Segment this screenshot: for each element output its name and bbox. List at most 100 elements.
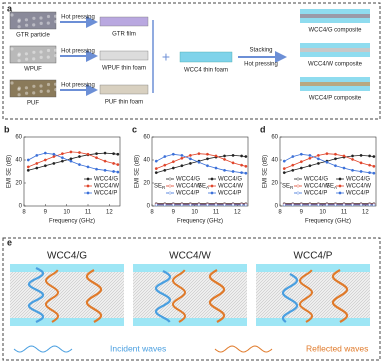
y-tick-label: 60	[143, 135, 150, 141]
data-point	[372, 155, 376, 158]
series-line	[28, 151, 119, 168]
series-line	[284, 153, 374, 174]
material-label: GTR particle	[16, 33, 50, 39]
raw-material	[9, 11, 57, 30]
texture-dot	[25, 57, 29, 61]
product-label: WPUF thin foam	[102, 66, 146, 72]
legend-label: WCC4/G	[346, 177, 370, 183]
legend-marker	[296, 191, 300, 195]
texture-dot	[17, 93, 21, 97]
data-point	[214, 166, 218, 170]
data-point	[206, 157, 209, 161]
x-axis-label: Frequency (GHz)	[49, 219, 95, 225]
data-point	[206, 152, 209, 156]
panel-e-frame	[2, 237, 381, 361]
data-point	[69, 159, 73, 163]
reflected-wave	[208, 269, 226, 323]
data-point	[26, 158, 30, 162]
data-point	[240, 171, 244, 175]
data-point	[61, 159, 64, 163]
data-point	[188, 162, 192, 165]
data-point	[359, 161, 363, 165]
data-point	[244, 171, 248, 175]
data-point	[334, 157, 337, 161]
composite-top	[300, 43, 370, 48]
data-point	[316, 153, 320, 157]
legend-marker	[86, 191, 90, 195]
data-point	[43, 164, 47, 168]
data-point	[95, 156, 98, 160]
legend-marker	[168, 191, 172, 195]
product	[99, 84, 149, 95]
data-point	[308, 153, 312, 157]
y-tick-label: 0	[19, 204, 23, 210]
data-point	[35, 162, 39, 165]
foam	[179, 51, 233, 63]
data-point	[52, 162, 56, 165]
reflected-wave	[331, 269, 349, 323]
data-point	[43, 151, 47, 155]
data-point	[325, 203, 329, 207]
legend-marker	[296, 184, 300, 188]
data-point	[351, 203, 354, 207]
data-point	[188, 157, 192, 161]
mechanism-title: WCC4/P	[294, 251, 333, 262]
legend-wave	[13, 345, 73, 353]
data-point	[171, 166, 175, 170]
data-point	[103, 168, 107, 172]
step-label: Hot pressing	[244, 62, 278, 68]
x-tick-label: 9	[172, 210, 176, 216]
data-point	[171, 203, 175, 207]
data-point	[52, 155, 56, 158]
foam-label: WCC4 thin foam	[184, 68, 228, 74]
texture-dot	[46, 89, 50, 93]
data-point	[231, 161, 235, 165]
data-point	[308, 203, 312, 207]
data-point	[112, 162, 116, 165]
legend-label: WCC4/G	[218, 177, 242, 183]
legend-marker	[210, 184, 214, 188]
data-point	[244, 155, 248, 158]
texture-dot	[10, 13, 14, 17]
data-point	[351, 168, 354, 172]
data-point	[26, 168, 30, 172]
composite-mid	[300, 82, 370, 86]
y-tick-label: 60	[15, 135, 22, 141]
data-point	[223, 203, 226, 207]
material-label: WPUF	[24, 67, 42, 73]
texture-dot	[10, 47, 14, 51]
reflected-wave	[298, 269, 314, 323]
series-line	[284, 154, 374, 174]
x-tick-label: 11	[213, 210, 220, 216]
x-tick-label: 8	[150, 210, 154, 216]
data-point	[282, 159, 286, 163]
data-point	[197, 160, 201, 164]
data-point	[231, 153, 235, 157]
x-tick-label: 12	[234, 210, 241, 216]
material-label: PUF	[27, 101, 39, 107]
composite-label: WCC4/P composite	[309, 96, 362, 102]
legend-label: WCC4/G	[176, 177, 200, 183]
data-point	[171, 152, 175, 156]
legend-marker	[168, 177, 172, 181]
data-point	[299, 152, 303, 156]
shell-bottom	[256, 318, 370, 326]
x-tick-label: 11	[341, 210, 348, 216]
data-point	[171, 160, 175, 164]
data-point	[223, 154, 226, 158]
core	[133, 272, 247, 318]
texture-dot	[54, 54, 58, 58]
data-point	[231, 203, 235, 207]
data-point	[334, 203, 337, 207]
data-point	[223, 168, 226, 172]
texture-dot	[17, 25, 21, 29]
raw-material	[9, 45, 57, 64]
reflected-wave	[44, 269, 60, 323]
legend-label: WCC4/W	[304, 184, 329, 190]
x-tick-label: 12	[362, 210, 369, 216]
data-point	[308, 164, 312, 168]
data-point	[163, 163, 167, 167]
x-tick-label: 10	[63, 210, 70, 216]
series-line	[28, 152, 118, 171]
